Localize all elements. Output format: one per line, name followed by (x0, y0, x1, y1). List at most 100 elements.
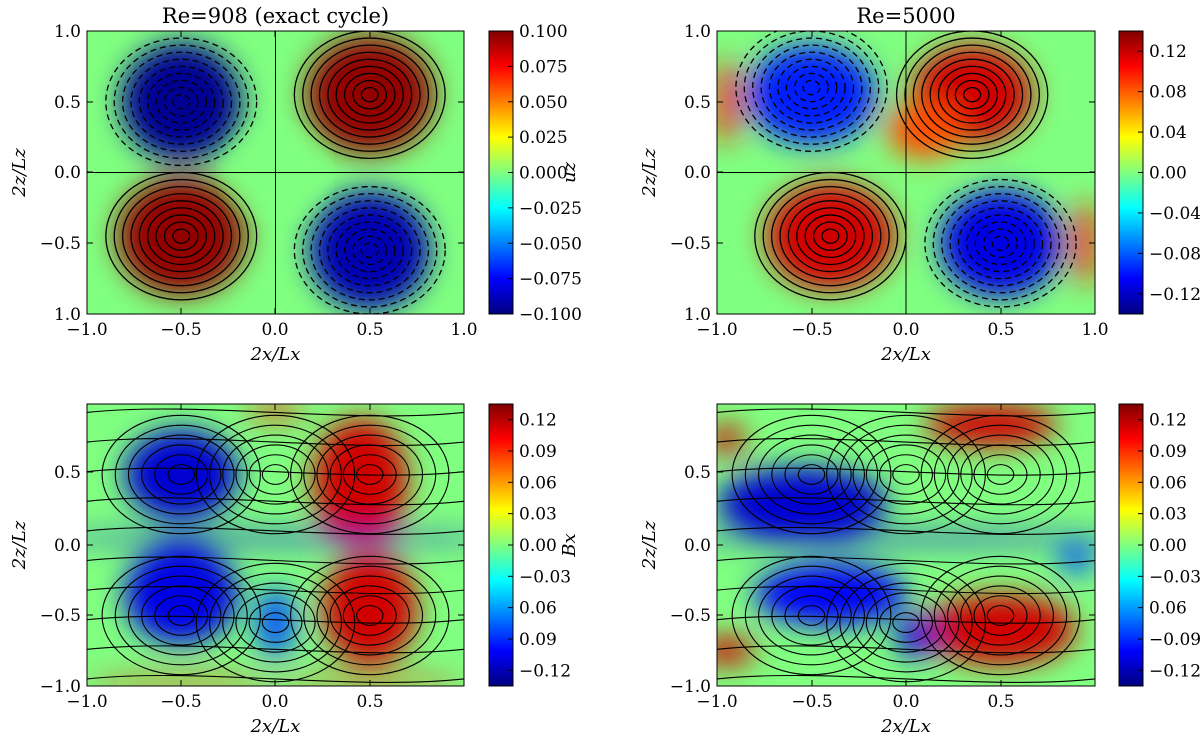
streamline (87, 586, 464, 595)
streamline (717, 438, 1095, 447)
x-tick-label: −1.0 (696, 320, 737, 340)
contour-line (360, 242, 379, 259)
streamline (892, 612, 920, 633)
contour-line (172, 228, 191, 244)
contour-line (912, 44, 1032, 145)
streamline (290, 555, 450, 676)
streamline (87, 674, 464, 683)
contour-line (954, 79, 990, 110)
field-blob (309, 190, 431, 310)
field-overlay (87, 408, 464, 683)
y-tick-label: −1.0 (40, 677, 81, 697)
panel-top-right: −1.0 −0.5 0.0 0.5 1.0 1.0 0.5 0.0 −0.5 1.0 Re=5000… (639, 4, 1200, 365)
x-tick-label: −0.5 (160, 692, 201, 712)
field-overlay (717, 408, 1095, 683)
streamline (248, 602, 303, 643)
contour-line (352, 235, 388, 266)
field-blob (896, 615, 935, 658)
colorbar-tick-label: 0.09 (519, 630, 557, 650)
streamline (920, 555, 1081, 676)
contour-line (155, 214, 208, 259)
colorbar-tick-label: 0.06 (1149, 473, 1187, 493)
contour-line (932, 185, 1069, 301)
x-tick-label: −0.5 (791, 320, 832, 340)
colorbar-tick-label: −0.075 (519, 270, 582, 290)
y-tick-label: −0.5 (40, 234, 81, 254)
streamline (167, 464, 195, 485)
colorbar-tick-label: −0.100 (519, 305, 582, 325)
x-tick-label: −1.0 (66, 320, 107, 340)
streamline (717, 674, 1095, 683)
streamline (342, 595, 397, 636)
streamline (87, 645, 464, 654)
colorbar-tick-label: 0.08 (1149, 83, 1187, 103)
contour-line (770, 185, 890, 287)
y-tick-label: 0.5 (54, 93, 81, 113)
contour-line (327, 58, 413, 131)
y-tick-label: 0.0 (684, 163, 711, 183)
field-blob (305, 35, 434, 155)
streamline (717, 556, 1095, 565)
colorbar-tick-label: 0.00 (1149, 164, 1187, 184)
colorbar-tick-label: −0.12 (1149, 661, 1200, 681)
contour-line (302, 193, 438, 308)
contour-line (779, 193, 882, 280)
colorbar-tick-label: −0.09 (1149, 630, 1200, 650)
contour-line (802, 79, 821, 96)
field-blob (766, 182, 895, 290)
x-axis-label: 2x/Lx (880, 344, 931, 365)
streamline (261, 612, 290, 633)
streamline (87, 408, 464, 417)
contour-line (921, 51, 1024, 138)
colorbar-tick-label: −0.03 (519, 567, 571, 587)
contour-line (147, 207, 216, 266)
panel-bottom-right: −1.0 −0.5 0.0 0.5 0.5 0.0 −0.5 −1.0 2x/Lx 2z/Lz 0.… (639, 403, 1200, 737)
field-overlay (87, 31, 464, 314)
contour-line (974, 221, 1027, 266)
colorbar-tick-label: 0.12 (1149, 411, 1187, 431)
field-blob (1074, 200, 1095, 286)
field-map (717, 404, 1095, 686)
streamline (87, 526, 464, 535)
x-tick-label: 0.0 (892, 320, 919, 340)
contour-line (352, 79, 388, 110)
contour-line (327, 214, 413, 287)
contour-line (812, 221, 848, 251)
contour-line (991, 235, 1010, 251)
streamline (167, 605, 195, 626)
y-tick-label: 1.0 (684, 305, 711, 325)
y-tick-label: 0.5 (54, 463, 81, 483)
streamline (784, 454, 839, 495)
colorbar-tick-label: 0.06 (519, 599, 557, 619)
streamline (797, 605, 826, 626)
field-blob (717, 59, 738, 145)
field-blob (124, 429, 238, 520)
field-map (87, 404, 464, 686)
colorbar-label: Bx (559, 533, 580, 557)
contour-line (743, 31, 880, 145)
contour-line (760, 44, 863, 131)
streamline (933, 565, 1068, 666)
streamline (717, 645, 1095, 654)
colorbar-tick-label: 0.12 (1149, 42, 1187, 62)
streamline (127, 434, 235, 515)
colorbar-tick-label: 0.000 (519, 164, 568, 184)
streamline (154, 595, 209, 636)
contour-line (302, 37, 438, 152)
y-tick-label: 0.0 (684, 536, 711, 556)
streamline (303, 565, 437, 666)
contour-line (147, 72, 216, 131)
colorbar-tick-label: −0.03 (1149, 567, 1200, 587)
contour-line (949, 200, 1052, 287)
panel-title: Re=5000 (856, 4, 955, 28)
contour-line (318, 207, 421, 294)
streamline (878, 454, 934, 495)
streamline (717, 526, 1095, 535)
streamline (758, 575, 865, 656)
colorbar-tick-label: 0.00 (519, 536, 557, 556)
x-tick-label: 0.5 (987, 320, 1014, 340)
colorbar-tick-label: 0.09 (519, 442, 557, 462)
contour-line (924, 178, 1077, 308)
streamline (87, 438, 464, 447)
colorbar-tick-label: 0.04 (1149, 123, 1187, 143)
